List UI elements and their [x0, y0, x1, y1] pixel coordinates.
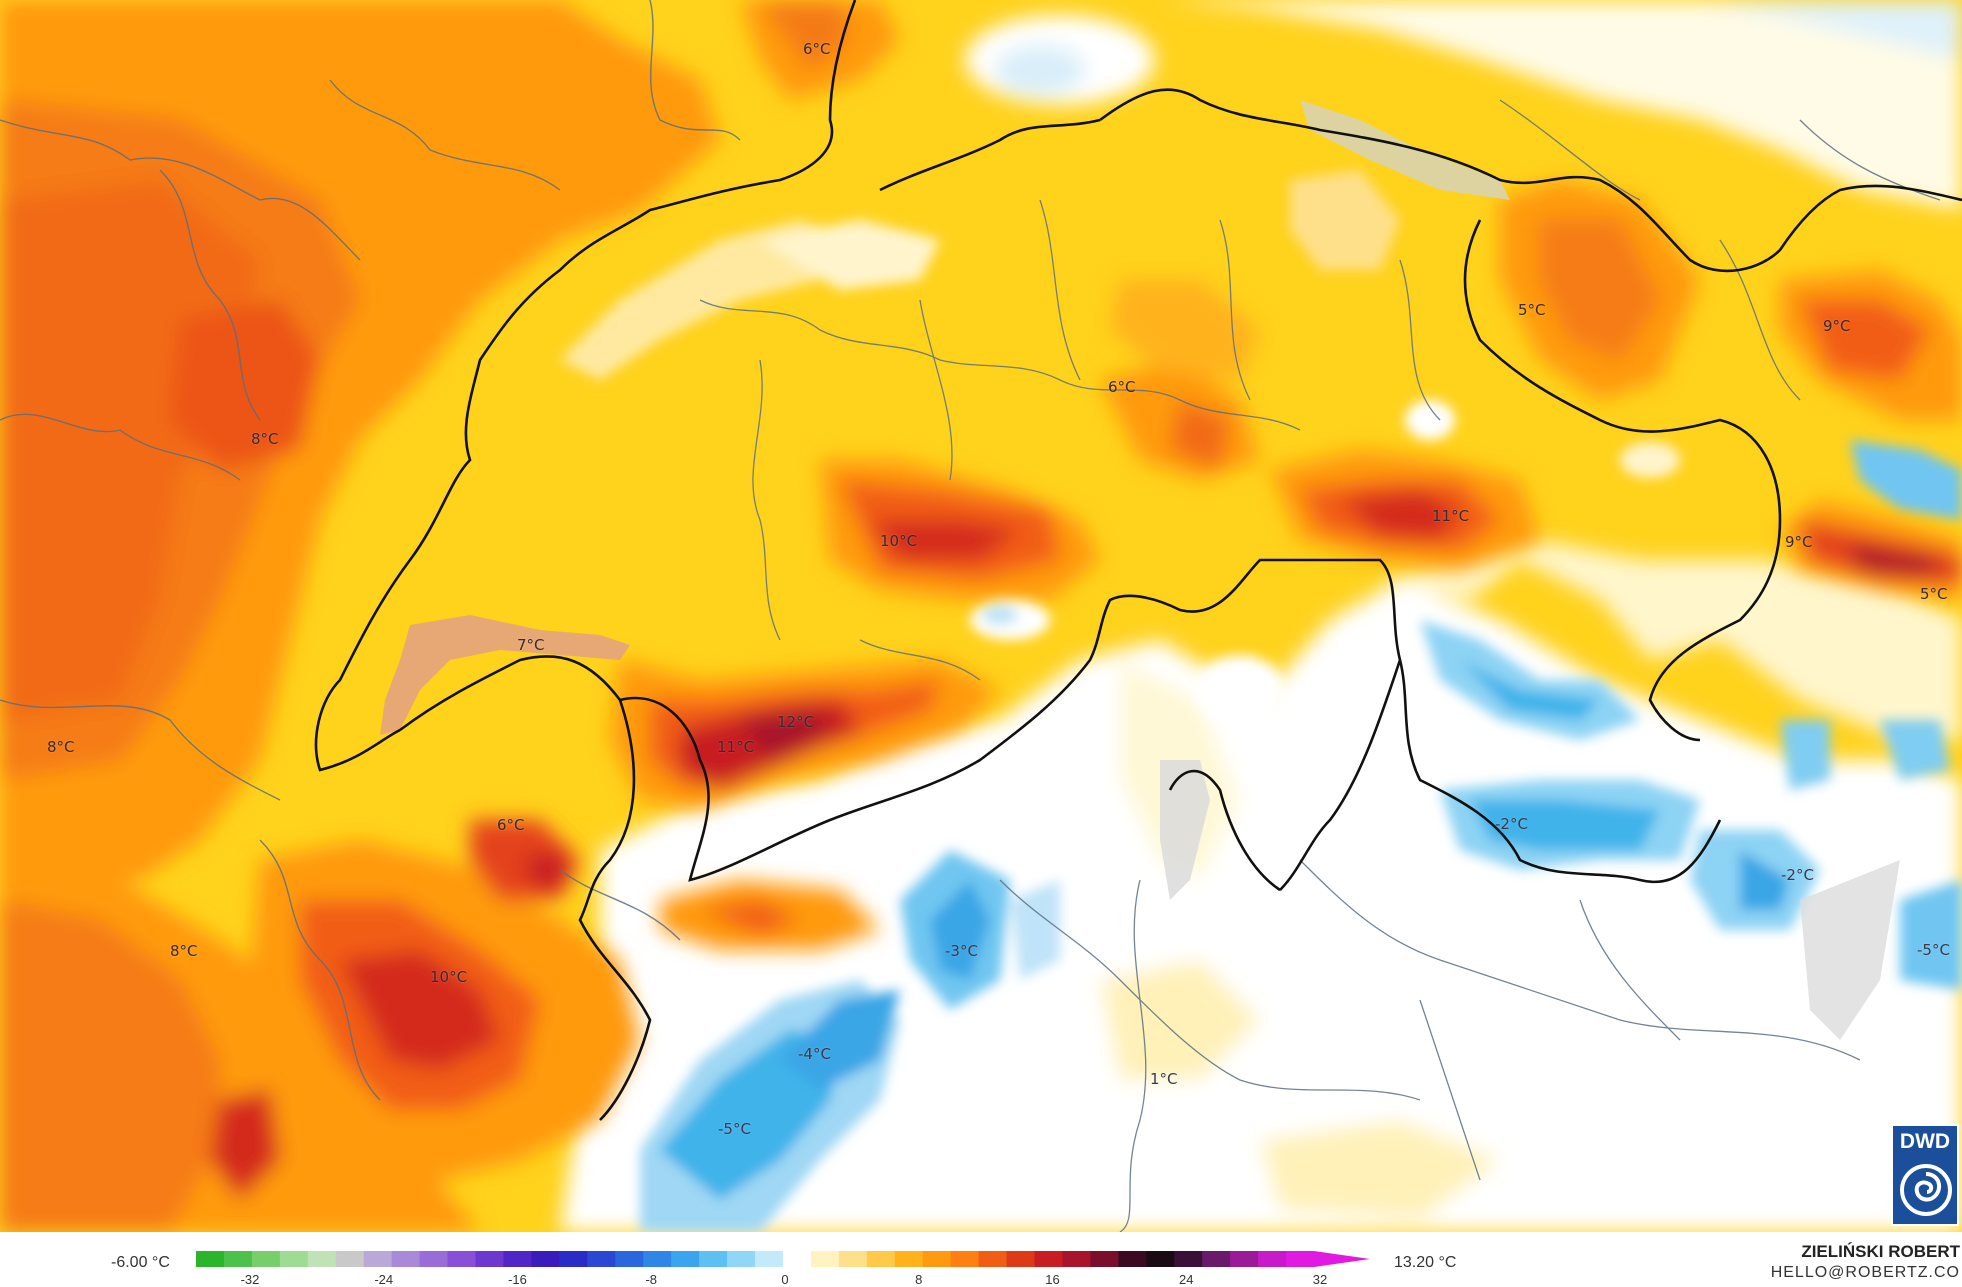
colorbar-segment: [671, 1251, 700, 1267]
colorbar-segment: [922, 1251, 952, 1267]
colorbar-segment: [419, 1251, 449, 1267]
author-name: ZIELIŃSKI ROBERT: [1801, 1242, 1960, 1261]
legend-tick-label: -16: [508, 1272, 527, 1287]
legend-tick-label: 8: [915, 1272, 923, 1287]
colorbar-segment: [810, 1251, 840, 1267]
cold-areas: [560, 0, 1962, 1232]
colorbar-segment: [587, 1251, 616, 1267]
colorbar-segment: [1146, 1251, 1175, 1267]
colorbar-segment: [1090, 1251, 1119, 1267]
temperature-label: -2°C: [1495, 815, 1528, 833]
colorbar-segment: [1230, 1251, 1259, 1267]
dwd-logo-text: DWD: [1899, 1130, 1951, 1153]
colorbar-segment: [363, 1251, 393, 1267]
temperature-label: 11°C: [717, 738, 755, 756]
colorbar-segment: [391, 1251, 421, 1267]
temperature-label: -5°C: [718, 1120, 751, 1138]
swirl-icon: [1900, 1164, 1952, 1216]
color-legend: -6.00 °C -32 -24 -16 -8 0 8 16 24 32 13.20 °C ZI…: [0, 1232, 1962, 1287]
colorbar-segment: [1034, 1251, 1064, 1267]
temperature-label: 10°C: [880, 532, 918, 550]
freezing-areas: [640, 440, 1962, 1232]
temperature-label: -2°C: [1781, 866, 1814, 884]
colorbar-segment: [279, 1251, 309, 1267]
temperature-map: 6°C 8°C 8°C 7°C 10°C 12°C 11°C 6°C 8°C 1…: [0, 0, 1962, 1232]
colorbar-segment: [1258, 1251, 1287, 1267]
temperature-label: 5°C: [1920, 585, 1948, 603]
colorbar-segment: [196, 1251, 225, 1267]
temperature-label: 9°C: [1823, 317, 1851, 335]
temperature-label: -3°C: [945, 942, 978, 960]
colorbar-segment: [1118, 1251, 1147, 1267]
temperature-label: 10°C: [430, 968, 468, 986]
colorbar-segment: [307, 1251, 337, 1267]
colorbar-segment: [950, 1251, 980, 1267]
colorbar-segment: [727, 1251, 756, 1267]
colorbar-segment: [643, 1251, 672, 1267]
legend-min-value: -6.00 °C: [111, 1254, 170, 1271]
colorbar-segment: [559, 1251, 588, 1267]
temperature-label: 6°C: [497, 816, 525, 834]
colorbar-segment: [615, 1251, 644, 1267]
borders: [0, 0, 1962, 1232]
colorbar-segment: [782, 1251, 812, 1267]
temperature-label: 7°C: [517, 636, 545, 654]
colorbar: [196, 1251, 1370, 1267]
colorbar-segment: [838, 1251, 868, 1267]
warm-areas: [0, 0, 1962, 1232]
colorbar-segment: [1062, 1251, 1091, 1267]
colorbar-segment: [1174, 1251, 1203, 1267]
map-canvas: [0, 0, 1962, 1232]
temperature-label: -5°C: [1917, 941, 1950, 959]
temperature-label: 8°C: [251, 430, 279, 448]
temperature-label: 8°C: [47, 738, 75, 756]
colorbar-segment: [223, 1251, 253, 1267]
colorbar-segment: [503, 1251, 532, 1267]
legend-tick-label: 24: [1179, 1272, 1194, 1287]
colorbar-segment: [866, 1251, 896, 1267]
legend-tick-label: -8: [645, 1272, 658, 1287]
colorbar-segment: [335, 1251, 365, 1267]
colorbar-segment: [755, 1251, 784, 1267]
legend-tick-label: 32: [1312, 1272, 1328, 1287]
colorbar-segment: [978, 1251, 1008, 1267]
author-email: HELLO@ROBERTZ.CO: [1770, 1264, 1960, 1281]
temperature-label: 9°C: [1785, 533, 1813, 551]
dwd-logo: DWD: [1891, 1124, 1959, 1226]
temperature-label: 11°C: [1432, 507, 1470, 525]
temperature-label: 12°C: [777, 713, 815, 731]
legend-tick-label: -24: [374, 1272, 394, 1287]
temperature-label: 5°C: [1518, 301, 1546, 319]
temperature-label: 8°C: [170, 942, 198, 960]
legend-tick-label: -32: [240, 1272, 260, 1287]
colorbar-segment: [699, 1251, 728, 1267]
temperature-label: 1°C: [1150, 1070, 1178, 1088]
temperature-label: -4°C: [798, 1045, 831, 1063]
legend-tick-label: 16: [1045, 1272, 1060, 1287]
temperature-label: 6°C: [803, 40, 831, 58]
colorbar-segment: [475, 1251, 505, 1267]
colorbar-segment: [894, 1251, 924, 1267]
colorbar-segment: [1006, 1251, 1036, 1267]
legend-tick-label: 0: [781, 1272, 789, 1287]
colorbar-segment: [1202, 1251, 1231, 1267]
temperature-label: 6°C: [1108, 378, 1136, 396]
legend-max-value: 13.20 °C: [1394, 1254, 1457, 1271]
colorbar-right-arrow: [1314, 1251, 1370, 1267]
lakes: [380, 100, 1900, 1040]
mild-areas: [560, 170, 1680, 725]
colorbar-segment: [251, 1251, 281, 1267]
colorbar-segment: [1286, 1251, 1315, 1267]
colorbar-segment: [447, 1251, 477, 1267]
colorbar-segment: [531, 1251, 560, 1267]
